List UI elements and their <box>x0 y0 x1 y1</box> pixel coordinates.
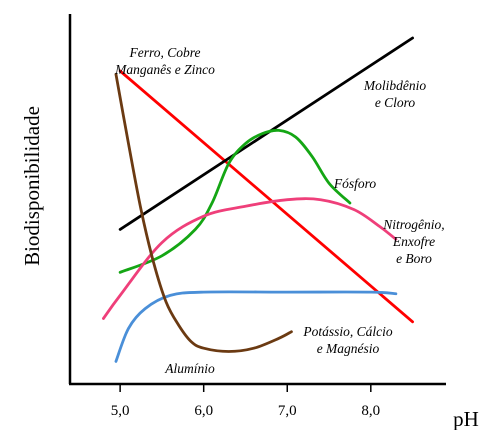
x-tick-label: 8,0 <box>361 403 380 419</box>
series-line-fosforo <box>118 128 352 274</box>
x-tick-label: 5,0 <box>111 403 130 419</box>
series-layer <box>102 36 414 363</box>
y-axis-label: Biodisponibilidade <box>20 106 44 266</box>
series-label-molibdenio-cloro: e Cloro <box>375 95 416 110</box>
series-label-potassio-calcio-magnesio: Potássio, Cálcio <box>302 324 393 339</box>
axes <box>68 14 446 386</box>
series-label-nitrogenio-enxofre-boro: Nitrogênio, <box>382 217 444 232</box>
x-axis-label: pH <box>453 407 479 430</box>
series-line-ferro-cobre-manganes-zinco <box>118 69 414 324</box>
series-label-aluminio: Alumínio <box>164 361 215 376</box>
series-label-fosforo: Fósforo <box>333 176 377 191</box>
series-label-ferro-cobre-manganes-zinco: Manganês e Zinco <box>114 62 215 77</box>
x-ticks: 5,0 6,0 7,0 8,0 <box>111 384 380 419</box>
series-label-nitrogenio-enxofre-boro: e Boro <box>396 251 432 266</box>
series-labels: Ferro, Cobre Manganês e Zinco Molibdênio e … <box>114 45 445 376</box>
series-line-potassio-calcio-magnesio <box>114 290 398 363</box>
series-label-nitrogenio-enxofre-boro: Enxofre <box>392 234 435 249</box>
series-line-aluminio <box>114 72 293 353</box>
series-label-ferro-cobre-manganes-zinco: Ferro, Cobre <box>129 45 201 60</box>
series-label-molibdenio-cloro: Molibdênio <box>363 78 426 93</box>
series-label-potassio-calcio-magnesio: e Magnésio <box>317 341 380 356</box>
series-line-nitrogenio-enxofre-boro <box>102 197 398 320</box>
series-line-molibdenio-cloro <box>118 36 414 231</box>
x-tick-label: 7,0 <box>278 403 297 419</box>
x-tick-label: 6,0 <box>194 403 213 419</box>
